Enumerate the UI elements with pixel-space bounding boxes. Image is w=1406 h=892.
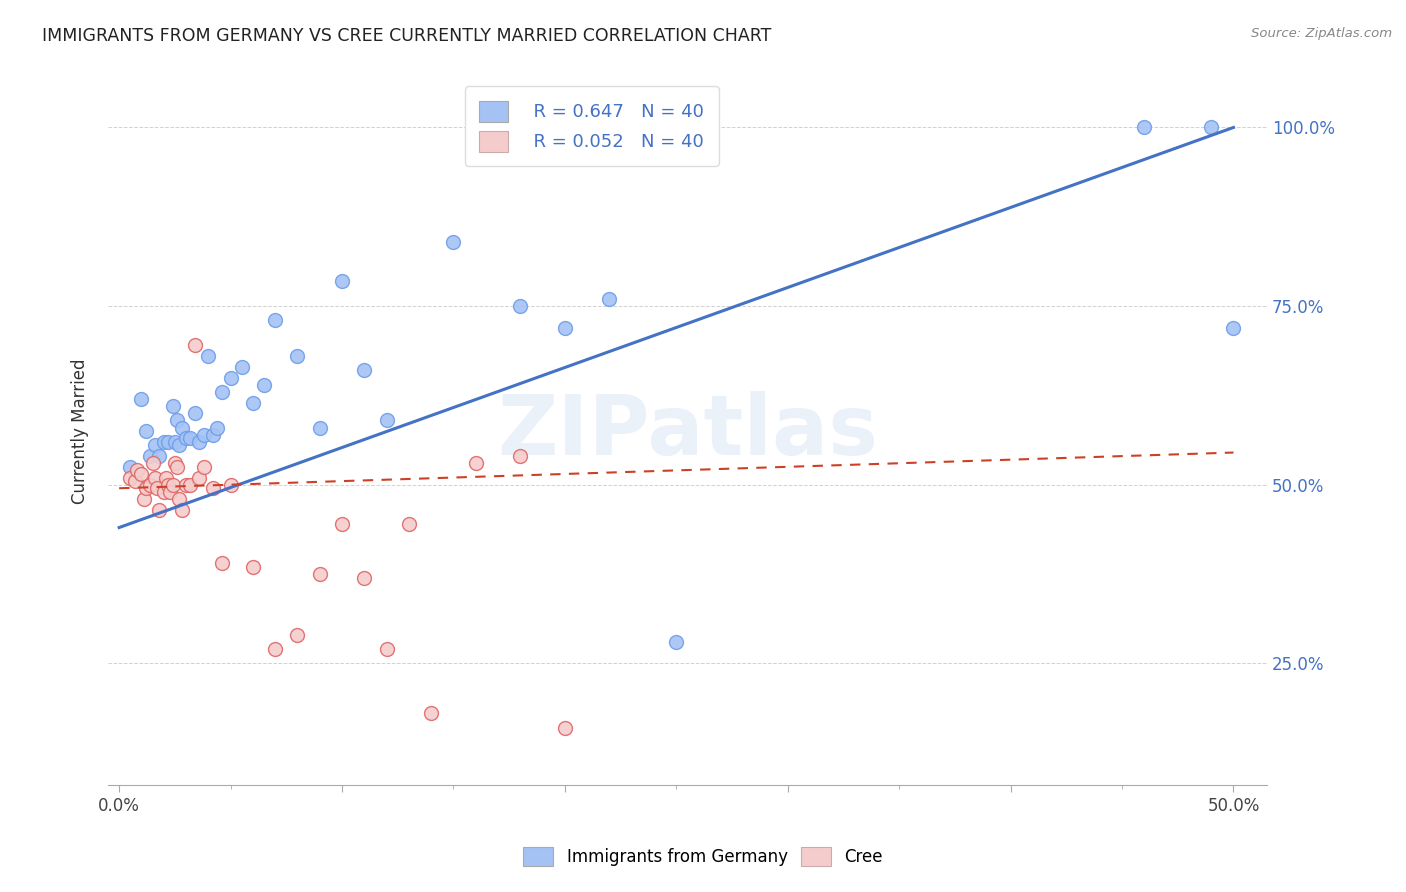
- Y-axis label: Currently Married: Currently Married: [72, 359, 89, 504]
- Point: [179, 431, 201, 445]
- Point: [163, 456, 186, 470]
- Point: [157, 434, 180, 449]
- Point: [124, 474, 146, 488]
- Point: [174, 431, 197, 445]
- Legend:   R = 0.647   N = 40,   R = 0.052   N = 40: R = 0.647 N = 40, R = 0.052 N = 40: [465, 87, 718, 166]
- Point: [159, 484, 181, 499]
- Point: [287, 628, 309, 642]
- Point: [179, 477, 201, 491]
- Point: [1199, 120, 1222, 135]
- Point: [162, 477, 184, 491]
- Point: [166, 459, 188, 474]
- Point: [135, 424, 157, 438]
- Point: [148, 449, 170, 463]
- Point: [152, 484, 174, 499]
- Point: [142, 456, 165, 470]
- Point: [131, 467, 153, 481]
- Point: [375, 642, 398, 657]
- Point: [162, 399, 184, 413]
- Point: [242, 559, 264, 574]
- Point: [509, 449, 531, 463]
- Point: [155, 470, 177, 484]
- Point: [219, 477, 242, 491]
- Point: [125, 463, 148, 477]
- Point: [353, 363, 375, 377]
- Point: [205, 420, 228, 434]
- Point: [169, 491, 191, 506]
- Point: [464, 456, 486, 470]
- Text: Source: ZipAtlas.com: Source: ZipAtlas.com: [1251, 27, 1392, 40]
- Point: [554, 320, 576, 334]
- Point: [157, 477, 180, 491]
- Point: [1222, 320, 1244, 334]
- Point: [146, 481, 169, 495]
- Point: [188, 434, 211, 449]
- Point: [143, 438, 166, 452]
- Point: [1133, 120, 1156, 135]
- Point: [375, 413, 398, 427]
- Point: [120, 470, 142, 484]
- Point: [201, 481, 224, 495]
- Point: [398, 516, 420, 531]
- Point: [509, 299, 531, 313]
- Point: [135, 481, 157, 495]
- Point: [665, 635, 688, 649]
- Point: [184, 338, 207, 352]
- Point: [353, 570, 375, 584]
- Point: [169, 438, 191, 452]
- Point: [197, 349, 219, 363]
- Point: [211, 556, 233, 570]
- Point: [264, 642, 287, 657]
- Point: [253, 377, 276, 392]
- Point: [120, 459, 142, 474]
- Point: [219, 370, 242, 384]
- Point: [287, 349, 309, 363]
- Point: [598, 292, 620, 306]
- Point: [242, 395, 264, 409]
- Point: [231, 359, 253, 374]
- Point: [308, 420, 330, 434]
- Point: [174, 477, 197, 491]
- Point: [201, 427, 224, 442]
- Point: [166, 413, 188, 427]
- Point: [139, 449, 162, 463]
- Point: [139, 477, 162, 491]
- Point: [188, 470, 211, 484]
- Point: [554, 721, 576, 735]
- Point: [330, 274, 353, 288]
- Point: [193, 459, 215, 474]
- Point: [184, 406, 207, 420]
- Point: [170, 420, 193, 434]
- Point: [148, 502, 170, 516]
- Point: [211, 384, 233, 399]
- Point: [308, 566, 330, 581]
- Text: IMMIGRANTS FROM GERMANY VS CREE CURRENTLY MARRIED CORRELATION CHART: IMMIGRANTS FROM GERMANY VS CREE CURRENTL…: [42, 27, 772, 45]
- Point: [264, 313, 287, 327]
- Point: [170, 502, 193, 516]
- Legend: Immigrants from Germany, Cree: Immigrants from Germany, Cree: [515, 838, 891, 875]
- Point: [143, 470, 166, 484]
- Point: [330, 516, 353, 531]
- Point: [163, 434, 186, 449]
- Text: ZIPatlas: ZIPatlas: [496, 391, 877, 472]
- Point: [420, 706, 443, 721]
- Point: [193, 427, 215, 442]
- Point: [152, 434, 174, 449]
- Point: [131, 392, 153, 406]
- Point: [132, 491, 155, 506]
- Point: [441, 235, 464, 249]
